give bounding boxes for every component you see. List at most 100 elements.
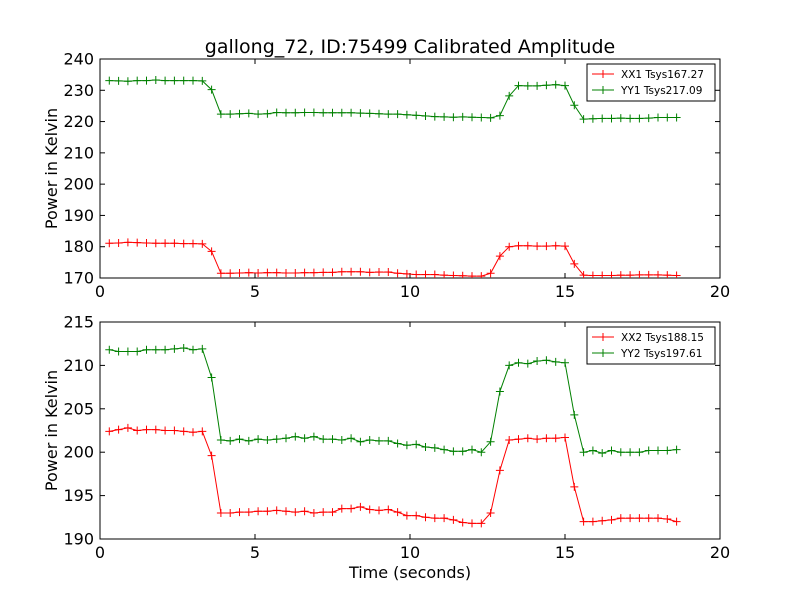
- data-point: [347, 434, 356, 443]
- data-point: [523, 359, 532, 368]
- data-point: [616, 114, 625, 123]
- data-point: [561, 433, 569, 442]
- data-point: [654, 514, 662, 523]
- data-point: [300, 108, 309, 117]
- data-point: [142, 345, 151, 354]
- data-point: [384, 505, 393, 514]
- series-1: [105, 238, 681, 278]
- data-point: [337, 267, 346, 276]
- data-point: [356, 437, 365, 446]
- y-tick-label: 190: [63, 530, 94, 549]
- data-point: [151, 75, 160, 84]
- data-point: [114, 238, 123, 247]
- data-point: [412, 111, 421, 120]
- data-point: [198, 76, 207, 85]
- data-point: [542, 242, 551, 251]
- y-tick-label: 195: [63, 486, 94, 505]
- data-point: [449, 447, 458, 456]
- data-point: [282, 507, 290, 516]
- data-point: [430, 514, 439, 523]
- data-point: [598, 114, 607, 123]
- data-point: [579, 271, 588, 278]
- data-point: [440, 445, 449, 454]
- data-point: [254, 507, 263, 516]
- subplot-1: 0 5 10 15 20 170 180 190 200 210 220 230 240 Power in…: [42, 36, 730, 301]
- x-tick-label: 20: [710, 282, 730, 301]
- legend-box: [586, 326, 716, 365]
- data-point: [542, 81, 551, 90]
- data-point: [468, 113, 476, 122]
- data-point: [402, 441, 411, 450]
- data-point: [235, 508, 244, 517]
- data-point: [123, 423, 132, 432]
- data-point: [179, 239, 188, 248]
- data-point: [607, 515, 616, 524]
- data-point: [551, 80, 560, 89]
- data-point: [337, 504, 346, 513]
- data-point: [430, 112, 439, 121]
- data-point: [570, 259, 579, 268]
- data-point: [328, 435, 337, 444]
- data-point: [235, 268, 244, 277]
- data-point: [272, 506, 281, 515]
- data-point: [551, 434, 560, 443]
- data-point: [412, 440, 421, 449]
- data-point: [430, 270, 439, 278]
- data-point: [254, 435, 263, 444]
- legend-label: YY1 Tsys217.09: [620, 85, 702, 97]
- data-point: [309, 432, 318, 441]
- data-point: [495, 252, 504, 261]
- data-point: [588, 114, 597, 123]
- data-point: [161, 239, 170, 248]
- data-point: [189, 76, 197, 85]
- legend-marker: [599, 333, 607, 341]
- data-point: [384, 436, 393, 445]
- data-point: [477, 519, 486, 528]
- data-point: [133, 76, 142, 85]
- data-point: [207, 247, 216, 256]
- data-point: [216, 436, 225, 445]
- data-point: [514, 435, 523, 444]
- data-point: [300, 268, 309, 277]
- data-point: [114, 425, 123, 434]
- legend-box: [586, 63, 716, 102]
- data-point: [486, 113, 495, 122]
- legend-label: YY2 Tsys197.61: [620, 348, 702, 360]
- data-point: [514, 241, 523, 250]
- data-point: [263, 507, 272, 516]
- data-point: [235, 435, 244, 444]
- data-point: [170, 426, 179, 435]
- y-axis-label: Power in Kelvin: [42, 108, 61, 229]
- x-tick-label: 15: [555, 543, 575, 562]
- data-point: [440, 271, 449, 278]
- data-point: [598, 516, 607, 525]
- data-point: [542, 434, 551, 443]
- data-point: [598, 449, 607, 458]
- data-point: [598, 271, 607, 278]
- data-point: [365, 109, 374, 118]
- y-tick-label: 215: [63, 313, 94, 332]
- series-line: [109, 347, 677, 454]
- data-point: [226, 508, 235, 517]
- data-point: [672, 517, 681, 526]
- y-axis-label: Power in Kelvin: [42, 370, 61, 491]
- data-point: [440, 514, 449, 523]
- data-point: [635, 448, 644, 457]
- data-point: [514, 358, 523, 367]
- x-tick-label: 10: [400, 543, 420, 562]
- data-point: [189, 345, 197, 354]
- data-point: [133, 426, 142, 435]
- series-line: [109, 427, 677, 524]
- data-point: [142, 238, 151, 247]
- data-point: [384, 110, 393, 119]
- legend-label: XX2 Tsys188.15: [621, 332, 704, 344]
- legend: XX2 Tsys188.15 YY2 Tsys197.61: [586, 326, 716, 365]
- data-point: [226, 110, 235, 119]
- data-point: [616, 514, 625, 523]
- x-tick-label: 0: [95, 543, 105, 562]
- data-point: [486, 508, 495, 517]
- data-point: [309, 268, 318, 277]
- data-point: [114, 76, 123, 85]
- data-point: [291, 432, 300, 441]
- data-point: [105, 76, 114, 85]
